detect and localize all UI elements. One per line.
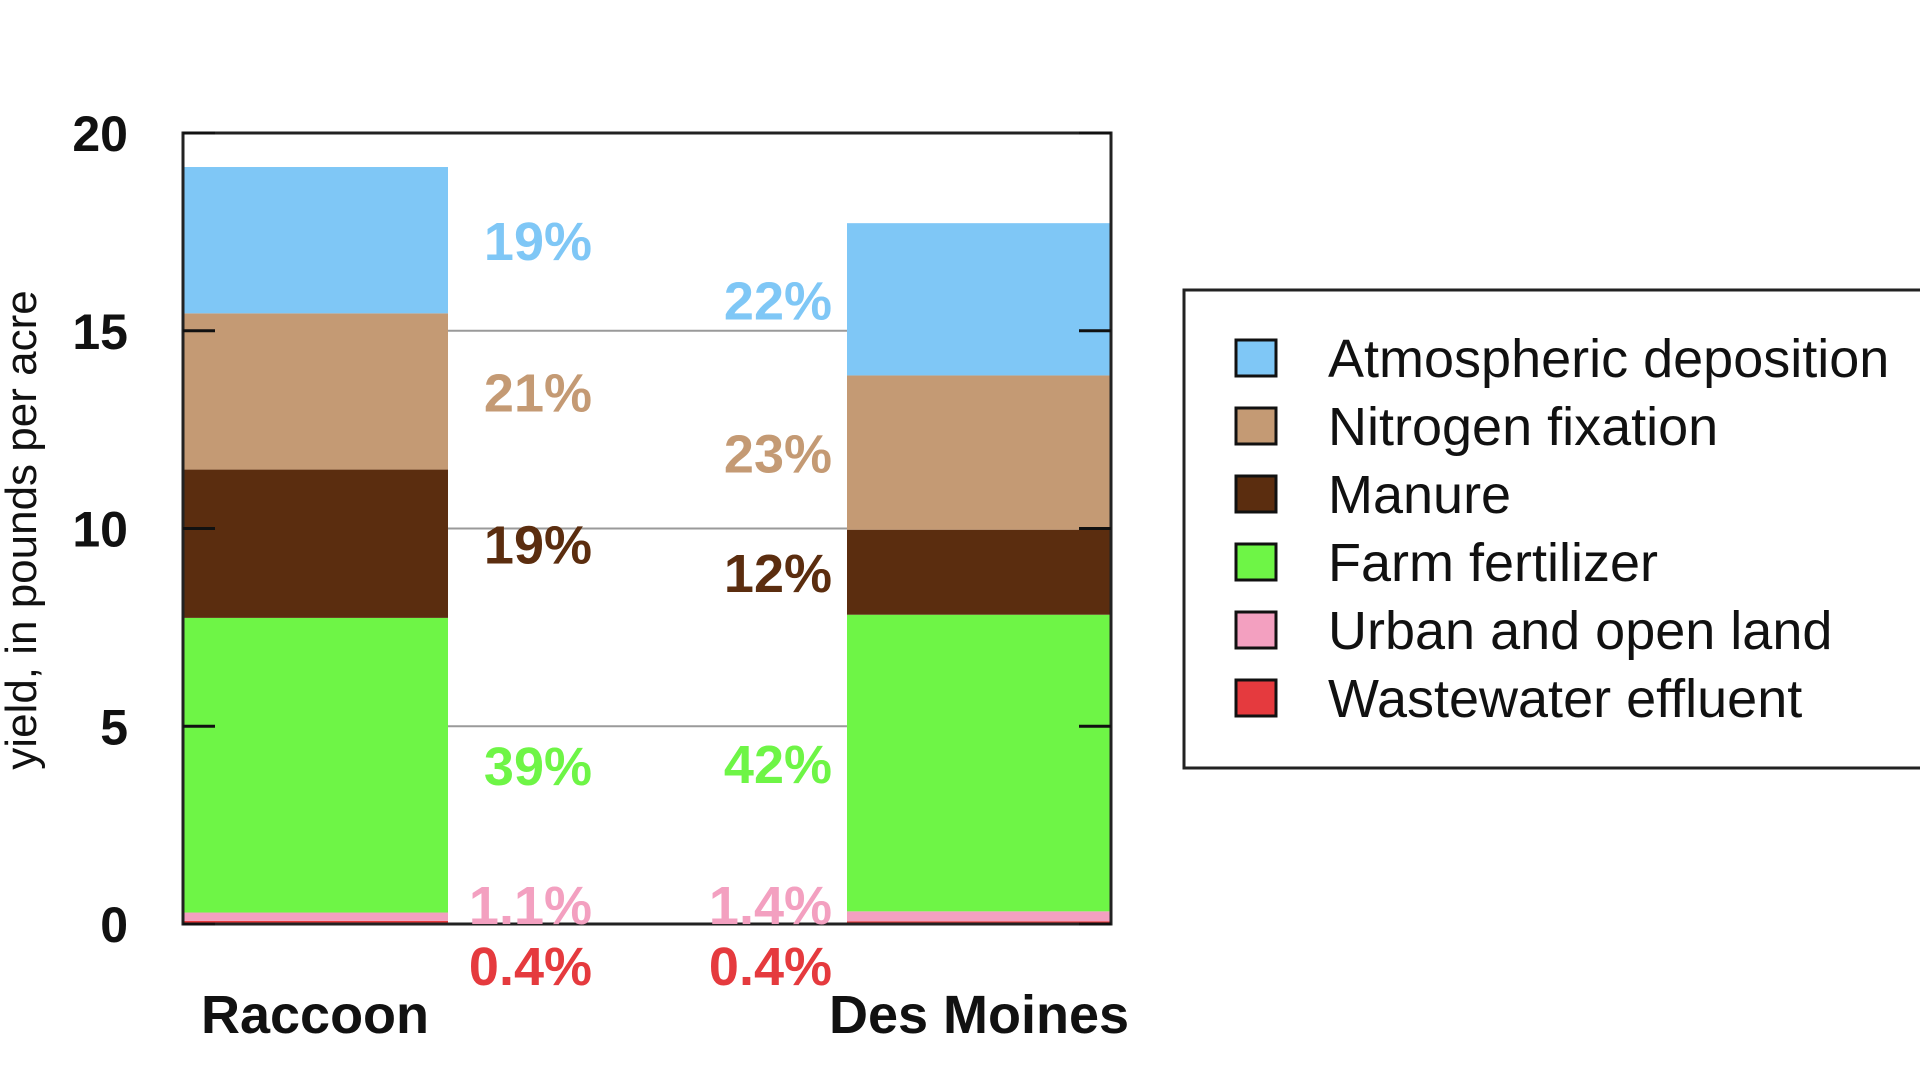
percent-label: 21% [484,363,592,423]
legend-swatch [1234,338,1278,378]
percent-label: 1.4% [709,876,832,936]
bar-segment [847,223,1112,376]
percent-label: 12% [724,544,832,604]
bar-segment [183,920,448,924]
bars [183,167,1112,924]
bar-segment [847,375,1112,530]
y-tick-label: 15 [72,304,128,360]
legend-swatch [1234,610,1278,650]
bar-segment [183,469,448,618]
legend-label: Farm fertilizer [1328,533,1658,593]
y-tick-label: 10 [72,502,128,558]
y-axis-ticks: 0 5 10 15 20 [72,106,1111,953]
bar-segment [183,617,448,913]
legend-label: Atmospheric deposition [1328,329,1889,389]
percent-label: 0.4% [469,937,592,997]
bar-segment [183,167,448,314]
legend-swatch [1234,678,1278,718]
legend-label: Urban and open land [1328,601,1832,661]
percent-label: 22% [724,271,832,331]
category-label: Raccoon [201,985,429,1045]
legend-swatch [1234,474,1278,514]
bar-segment [847,614,1112,912]
legend-label: Nitrogen fixation [1328,397,1718,457]
category-label: Des Moines [829,985,1129,1045]
bar-segment [847,529,1112,615]
bar-segment [183,313,448,470]
percent-labels: 0.4%1.1%39%19%21%19%0.4%1.4%42%12%23%22% [469,212,832,997]
percent-label: 1.1% [469,876,592,936]
legend-label: Wastewater effluent [1328,669,1802,729]
percent-label: 0.4% [709,937,832,997]
category-labels: Raccoon Des Moines [201,985,1129,1045]
percent-label: 42% [724,735,832,795]
bar-segment [847,911,1112,922]
y-tick-label: 0 [100,897,128,953]
y-axis-label: yield, in pounds per acre [0,290,46,769]
legend: Atmospheric deposition Nitrogen fixation M… [1182,288,1920,770]
percent-label: 23% [724,425,832,485]
legend-label: Manure [1328,465,1511,525]
legend-swatch [1234,406,1278,446]
percent-label: 19% [484,212,592,272]
percent-label: 39% [484,737,592,797]
y-tick-label: 20 [72,106,128,162]
y-tick-label: 5 [100,699,128,755]
percent-label: 19% [484,516,592,576]
legend-box [1182,288,1920,770]
legend-swatch [1234,542,1278,582]
bar-segment [183,912,448,921]
